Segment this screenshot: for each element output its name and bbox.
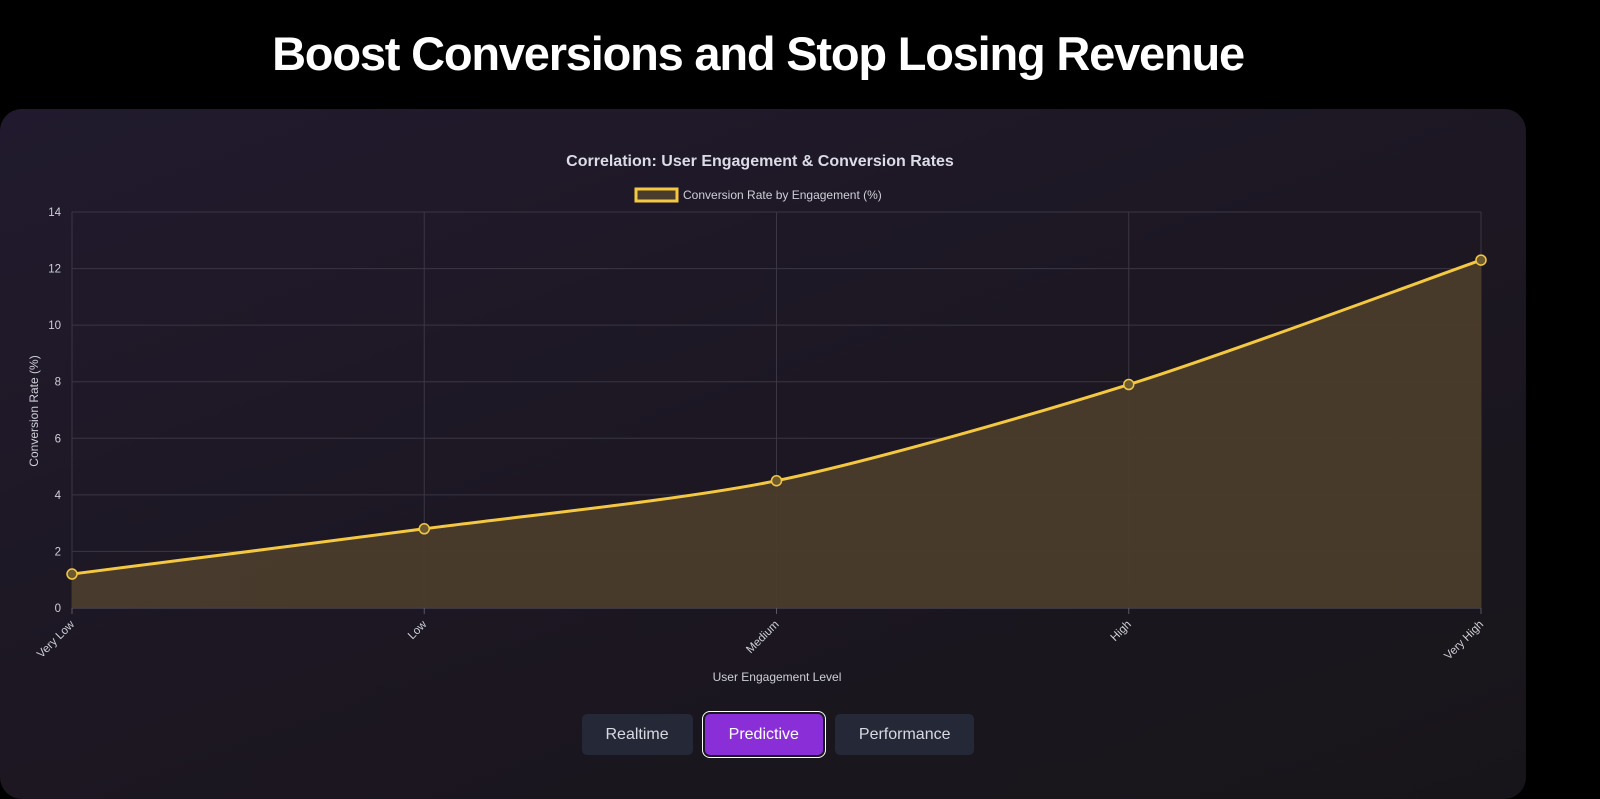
data-point-high[interactable] <box>1123 378 1135 391</box>
tab-performance[interactable]: Performance <box>834 714 975 755</box>
y-tick-label: 10 <box>48 320 61 332</box>
x-axis-title: User Engagement Level <box>713 670 842 684</box>
y-tick-label: 0 <box>55 603 61 615</box>
legend-swatch <box>634 187 679 203</box>
y-tick-label: 8 <box>55 377 61 389</box>
data-point-very-high[interactable] <box>1475 254 1487 266</box>
x-tick-label: Very Low <box>35 618 77 660</box>
data-point-medium[interactable] <box>770 474 783 487</box>
y-tick-label: 12 <box>48 264 61 276</box>
y-axis-title: Conversion Rate (%) <box>27 355 41 466</box>
page-title: Boost Conversions and Stop Losing Revenu… <box>272 27 1245 80</box>
data-point-very-low[interactable] <box>66 568 78 580</box>
legend[interactable]: Conversion Rate by Engagement (%) <box>634 187 882 203</box>
series-area <box>72 260 1481 608</box>
y-tick-label: 14 <box>48 207 61 219</box>
x-tick-label: Very High <box>1442 619 1486 663</box>
conversion-chart: 0 2 4 6 8 10 12 14 Very Low Low Medium High Very Hig… <box>27 153 1487 684</box>
data-point-low[interactable] <box>418 523 430 535</box>
x-tick-label: High <box>1109 619 1134 644</box>
chart-card: 0 2 4 6 8 10 12 14 Very Low Low Medium High Very Hig… <box>0 109 1526 799</box>
x-tick-label: Low <box>406 618 430 642</box>
legend-label: Conversion Rate by Engagement (%) <box>683 188 882 202</box>
tab-realtime[interactable]: Realtime <box>581 714 693 755</box>
mode-tabs: Realtime Predictive Performance <box>0 714 1556 755</box>
y-tick-label: 6 <box>55 433 61 445</box>
tab-predictive[interactable]: Predictive <box>704 714 823 755</box>
y-tick-label: 4 <box>55 490 62 502</box>
y-tick-label: 2 <box>55 546 61 558</box>
x-tick-label: Medium <box>744 619 781 656</box>
chart-title: Correlation: User Engagement & Conversio… <box>566 153 954 170</box>
